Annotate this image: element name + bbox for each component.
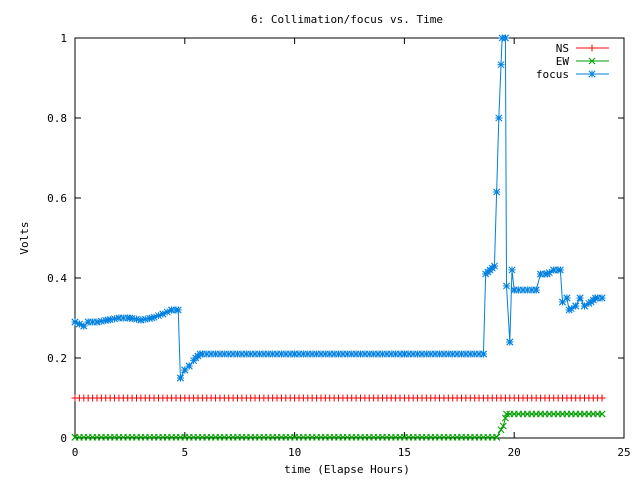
x-tick-label: 0 — [72, 446, 79, 459]
series-marker-focus — [580, 302, 588, 310]
series-marker-focus — [490, 262, 498, 270]
series-marker-focus — [185, 362, 193, 370]
axis-ticks: 0 5 10 15 20 25 0 0.2 0.4 0.6 0.8 1 — [47, 32, 631, 459]
series-marker-EW — [598, 410, 606, 418]
series-marker-focus — [126, 314, 134, 322]
series-marker-focus — [556, 266, 564, 274]
x-tick-label: 10 — [288, 446, 301, 459]
series-marker-focus — [550, 266, 558, 274]
series-marker-focus — [510, 286, 518, 294]
series-marker-focus — [97, 317, 105, 325]
plot-border — [74, 37, 625, 439]
series-marker-focus — [168, 306, 176, 314]
series-marker-EW — [503, 410, 511, 418]
series-NS — [71, 394, 606, 402]
y-tick-label: 0.4 — [47, 272, 67, 285]
series-marker-focus — [591, 294, 599, 302]
series-marker-EW — [71, 433, 79, 441]
series-EW — [71, 410, 606, 441]
series-marker-focus — [479, 350, 487, 358]
series-marker-focus — [71, 318, 79, 326]
series-marker-focus — [503, 282, 511, 290]
series-layer — [71, 34, 606, 441]
legend-marker-focus — [588, 70, 596, 78]
series-marker-focus — [84, 318, 92, 326]
plot-frame — [74, 37, 625, 439]
series-marker-focus — [576, 294, 584, 302]
series-marker-focus — [493, 188, 501, 196]
legend-label-EW: EW — [556, 55, 570, 68]
legend-label-NS: NS — [556, 42, 569, 55]
series-marker-focus — [543, 270, 551, 278]
series-marker-focus — [141, 315, 149, 323]
series-marker-focus — [291, 350, 299, 358]
series-marker-focus — [563, 294, 571, 302]
y-axis-label: Volts — [18, 221, 31, 254]
y-tick-label: 0.2 — [47, 352, 67, 365]
series-marker-focus — [501, 34, 509, 42]
series-marker-focus — [137, 316, 145, 324]
x-axis-label: time (Elapse Hours) — [284, 463, 410, 476]
series-marker-focus — [532, 286, 540, 294]
legend-label-focus: focus — [536, 68, 569, 81]
series-marker-focus — [506, 338, 514, 346]
series-marker-focus — [93, 318, 101, 326]
series-marker-focus — [75, 320, 83, 328]
series-marker-focus — [196, 350, 204, 358]
series-marker-focus — [159, 310, 167, 318]
y-tick-label: 0.8 — [47, 112, 67, 125]
series-marker-focus — [572, 302, 580, 310]
series-marker-focus — [115, 314, 123, 322]
y-tick-label: 0 — [60, 432, 67, 445]
series-marker-focus — [497, 61, 505, 69]
series-marker-focus — [598, 294, 606, 302]
y-tick-label: 0.6 — [47, 192, 67, 205]
series-marker-focus — [537, 270, 545, 278]
x-tick-label: 25 — [617, 446, 630, 459]
series-marker-EW — [499, 422, 507, 430]
chart-title: 6: Collimation/focus vs. Time — [251, 13, 443, 26]
series-marker-EW — [493, 433, 501, 441]
x-tick-label: 20 — [508, 446, 521, 459]
y-tick-label: 1 — [60, 32, 67, 45]
series-marker-focus — [148, 314, 156, 322]
series-marker-focus — [565, 306, 573, 314]
series-marker-focus — [104, 316, 112, 324]
x-tick-label: 15 — [398, 446, 411, 459]
series-focus — [71, 34, 606, 382]
legend-marker-EW — [588, 57, 596, 65]
series-marker-focus — [495, 114, 503, 122]
series-marker-focus — [400, 350, 408, 358]
series-marker-focus — [174, 306, 182, 314]
x-tick-label: 5 — [181, 446, 188, 459]
series-marker-focus — [176, 374, 184, 382]
series-marker-EW — [497, 426, 505, 434]
series-marker-focus — [508, 266, 516, 274]
series-marker-focus — [111, 315, 119, 323]
